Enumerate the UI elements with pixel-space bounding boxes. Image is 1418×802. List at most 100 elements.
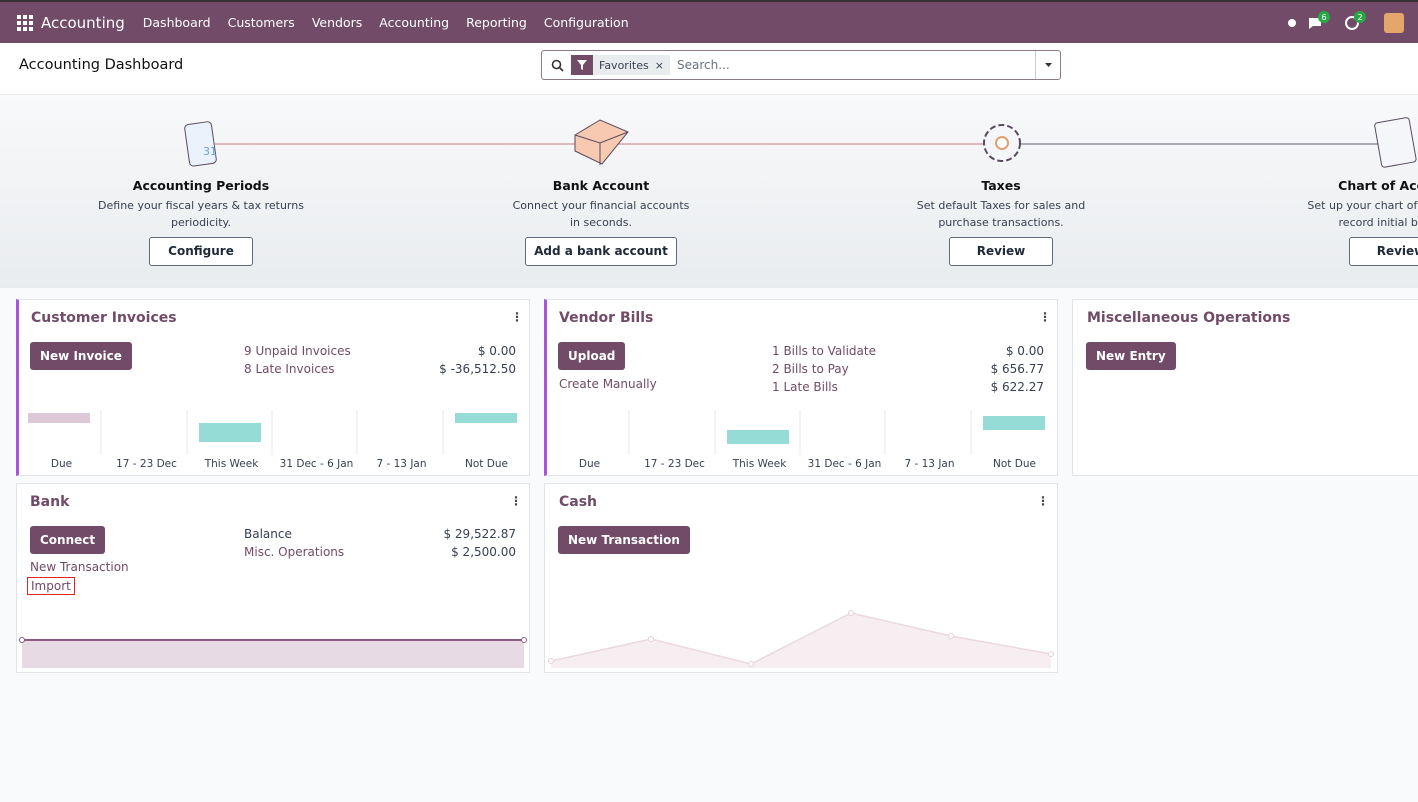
- stat-link[interactable]: 8 Late Invoices: [244, 362, 335, 376]
- activities-icon[interactable]: [1345, 16, 1359, 30]
- search-bar[interactable]: Favorites × Search...: [541, 50, 1061, 80]
- primary-button[interactable]: Upload: [558, 342, 626, 370]
- facet-label: Favorites: [599, 58, 649, 72]
- messages-badge: 6: [1321, 13, 1326, 22]
- card-menu[interactable]: ⋮: [510, 494, 522, 508]
- stat-link[interactable]: 2 Bills to Pay: [772, 362, 849, 376]
- facet[interactable]: Favorites ×: [571, 55, 670, 75]
- journal-card: Customer Invoices ⋮ New Invoice 9 Unpaid…: [16, 299, 530, 476]
- graph-labels: Due 17 - 23 Dec This Week 31 Dec - 6 Jan 7 -…: [547, 458, 1057, 470]
- graph-label: This Week: [204, 458, 259, 470]
- apps-icon[interactable]: [17, 14, 33, 31]
- stat-amount: $ 656.77: [990, 362, 1044, 376]
- stat-link[interactable]: Misc. Operations: [244, 545, 345, 559]
- search-toggle[interactable]: [1035, 51, 1060, 79]
- sample-graph: [19, 637, 527, 668]
- primary-button[interactable]: Connect: [30, 526, 106, 554]
- secondary-link[interactable]: Create Manually: [559, 377, 657, 391]
- graph-label: Due: [578, 458, 601, 470]
- primary-button[interactable]: New Entry: [1086, 342, 1176, 370]
- sample-graph: [548, 610, 1054, 668]
- primary-button[interactable]: New Invoice: [30, 342, 132, 370]
- debug-icon[interactable]: [1288, 19, 1296, 27]
- menu-item[interactable]: Vendors: [311, 15, 363, 30]
- graph-label: This Week: [732, 458, 787, 470]
- avatar[interactable]: [1384, 13, 1404, 33]
- stat-amount: $ 0.00: [1005, 344, 1044, 358]
- stat-amount: $ 29,522.87: [443, 527, 516, 541]
- stat-amount: $ 622.27: [990, 380, 1044, 394]
- graph-labels: Due 17 - 23 Dec This Week 31 Dec - 6 Jan 7 -…: [19, 458, 529, 470]
- onboarding-graphics: 31: [184, 117, 1417, 168]
- badge: [1318, 11, 1330, 23]
- stat-amount: $ 0.00: [477, 344, 516, 358]
- graph-label: 31 Dec - 6 Jan: [279, 458, 354, 470]
- card-title[interactable]: Bank: [30, 494, 70, 510]
- primary-button[interactable]: New Transaction: [558, 526, 690, 554]
- sample-graph: [628, 410, 1045, 455]
- search-icon: [551, 59, 564, 72]
- graph-label: Due: [50, 458, 73, 470]
- card-menu[interactable]: ⋮: [1037, 494, 1049, 508]
- step-button[interactable]: Add a bank account: [525, 237, 677, 266]
- step-description: Define your fiscal years & tax returns p…: [98, 199, 304, 229]
- svg-text:31: 31: [203, 145, 217, 158]
- menu-item[interactable]: Dashboard: [142, 15, 211, 30]
- step-button[interactable]: Review: [1349, 237, 1418, 266]
- graph-label: 17 - 23 Dec: [644, 458, 705, 470]
- search-input[interactable]: Search...: [677, 58, 730, 72]
- sample-graph: [28, 410, 517, 455]
- menu-item[interactable]: Configuration: [543, 15, 629, 30]
- facet-remove[interactable]: ×: [654, 58, 664, 72]
- calendar-icon: 31: [184, 121, 217, 167]
- onboarding-step: Accounting Periods Define your fiscal ye…: [71, 178, 331, 266]
- control-panel: Accounting Dashboard Favorites × Search..…: [0, 43, 1418, 95]
- systray: 6 2: [1288, 11, 1404, 33]
- badge: [1354, 11, 1366, 23]
- card-menu[interactable]: ⋮: [511, 310, 523, 324]
- card-menu[interactable]: ⋮: [1039, 310, 1051, 324]
- menu-item[interactable]: Customers: [227, 15, 295, 30]
- secondary-link[interactable]: New Transaction: [30, 560, 129, 574]
- stat-link[interactable]: 1 Bills to Validate: [772, 344, 876, 358]
- onboarding-step: Bank Account Connect your financial acco…: [471, 178, 731, 266]
- messages-icon[interactable]: [1309, 18, 1321, 29]
- navbar: Accounting Dashboard Customers Vendors A…: [0, 0, 1418, 43]
- chart-icon: [1374, 117, 1417, 168]
- step-title: Chart of Accounts: [1338, 178, 1418, 193]
- card-title[interactable]: Customer Invoices: [31, 310, 177, 326]
- graph-label: Not Due: [465, 458, 508, 470]
- stat-amount: $ 2,500.00: [451, 545, 516, 559]
- step-description: Set up your chart of accounts and record…: [1307, 199, 1418, 229]
- stat-link[interactable]: 9 Unpaid Invoices: [244, 344, 351, 358]
- onboarding-step: Chart of Accounts Set up your chart of a…: [1271, 178, 1418, 266]
- app-name[interactable]: Accounting: [41, 13, 125, 32]
- card-title[interactable]: Vendor Bills: [559, 310, 654, 326]
- step-button[interactable]: Configure: [149, 237, 253, 266]
- graph-label: Not Due: [993, 458, 1036, 470]
- card-title[interactable]: Cash: [559, 494, 598, 510]
- filter-icon: [571, 55, 593, 75]
- journal-card: Miscellaneous Operations New Entry: [1072, 299, 1418, 476]
- graph-label: 7 - 13 Jan: [904, 458, 955, 470]
- step-title: Bank Account: [552, 178, 650, 193]
- import-link[interactable]: Import: [27, 577, 75, 595]
- step-button[interactable]: Review: [949, 237, 1053, 266]
- menu-item[interactable]: Reporting: [466, 15, 527, 30]
- stat-amount: $ -36,512.50: [439, 362, 516, 376]
- journal-card: Vendor Bills ⋮ Upload Create Manually 1 …: [544, 299, 1058, 476]
- gear-icon: [983, 124, 1021, 162]
- step-title: Accounting Periods: [132, 178, 270, 193]
- card-title[interactable]: Miscellaneous Operations: [1087, 310, 1291, 326]
- journal-card: Bank ⋮ Connect New Transaction Import Ba…: [16, 483, 530, 673]
- page-title: Accounting Dashboard: [19, 57, 184, 73]
- journal-card: Cash ⋮ New Transaction: [544, 483, 1058, 673]
- stat-link[interactable]: 1 Late Bills: [772, 380, 838, 394]
- bank-icon: [574, 119, 629, 165]
- onboarding-panel: 31 Accounting Periods Define your fiscal…: [0, 95, 1418, 288]
- menu-item[interactable]: Accounting: [379, 15, 450, 30]
- onboarding-step: Taxes Set default Taxes for sales and pu…: [871, 178, 1131, 266]
- graph-label: 17 - 23 Dec: [116, 458, 177, 470]
